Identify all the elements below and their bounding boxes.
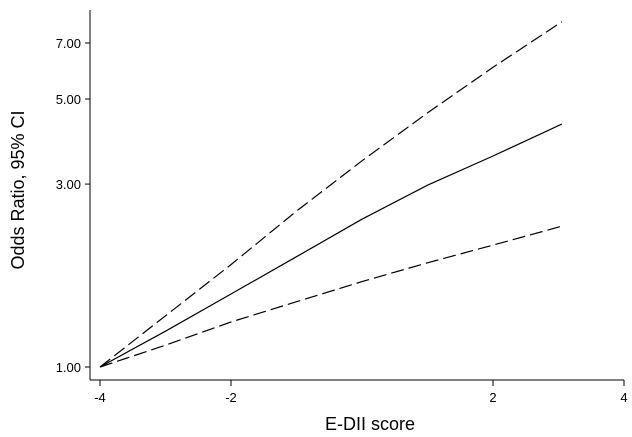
- y-tick-label: 3.00: [56, 177, 81, 192]
- y-axis-title: Odds Ratio, 95% CI: [8, 110, 28, 269]
- y-tick-label: 1.00: [56, 360, 81, 375]
- x-tick-label: 4: [620, 390, 627, 405]
- series-line-upper-ci: [99, 21, 563, 368]
- series-line-estimate: [99, 123, 563, 368]
- y-tick-label: 7.00: [56, 36, 81, 51]
- series-line-lower-ci: [99, 225, 562, 368]
- x-tick-label: 2: [489, 390, 496, 405]
- y-tick-label: 5.00: [56, 92, 81, 107]
- plot-area: 1.00 3.00 5.00 7.00 -4 -2 2 4: [56, 10, 628, 405]
- x-axis-title: E-DII score: [325, 414, 415, 434]
- x-tick-label: -2: [225, 390, 237, 405]
- x-tick-label: -4: [94, 390, 106, 405]
